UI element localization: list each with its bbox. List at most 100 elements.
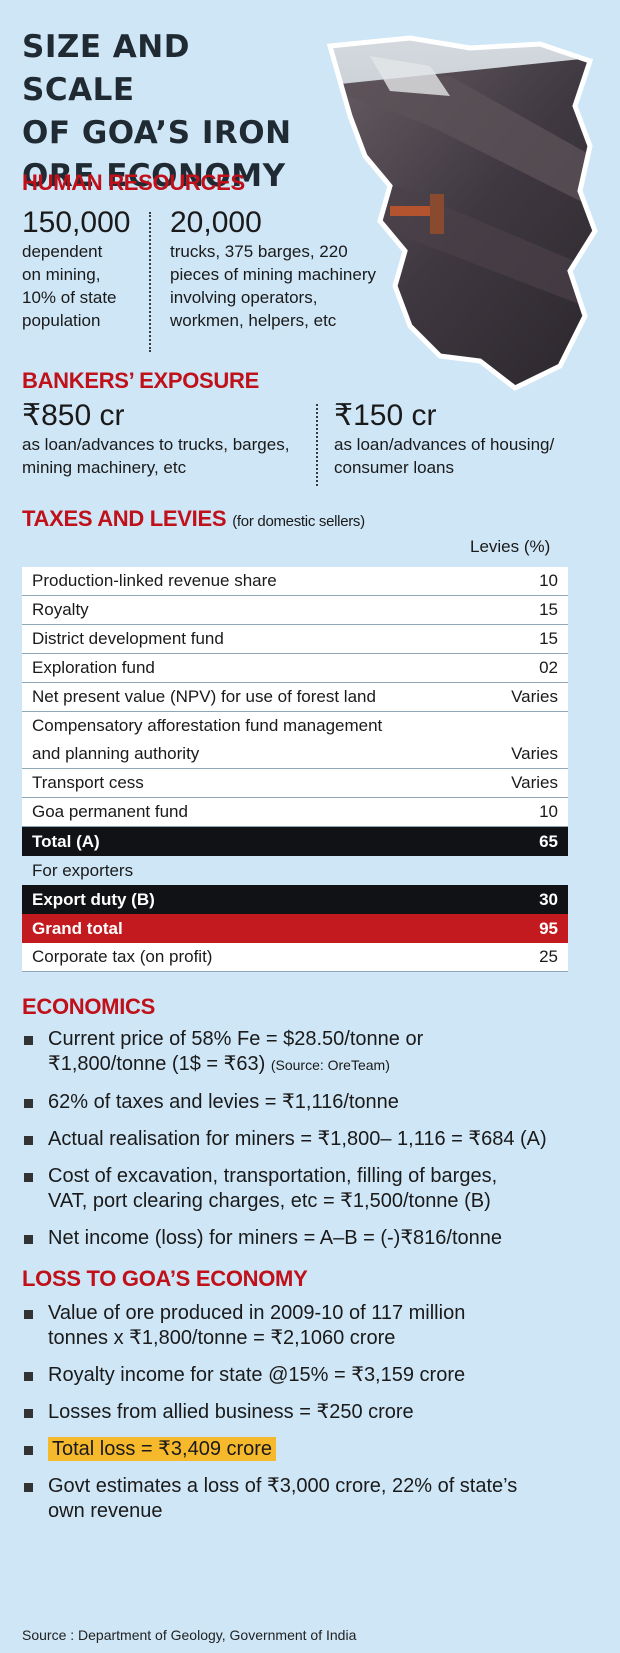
human-resources-heading: HUMAN RESOURCES <box>22 170 245 195</box>
loan-850-block: ₹850 cr as loan/advances to trucks, barg… <box>22 398 322 479</box>
table-row: District development fund 15 <box>22 625 568 654</box>
desc-line: 10% of state <box>22 288 117 307</box>
page-title: SIZE AND SCALE OF GOA’S IRON ORE ECONOMY <box>22 26 312 198</box>
loan-850-value: ₹850 cr <box>22 399 125 432</box>
total-row: Total (A) 65 <box>22 827 568 856</box>
dependents-value: 150,000 <box>22 206 131 239</box>
grand-total-row: Grand total 95 <box>22 914 568 943</box>
item-line: Current price of 58% Fe = $28.50/tonne o… <box>48 1028 424 1050</box>
row-label: District development fund <box>32 629 224 648</box>
grand-total-label: Grand total <box>32 919 123 938</box>
table-row: Production-linked revenue share 10 <box>22 567 568 596</box>
row-label-line: Compensatory afforestation fund manageme… <box>32 716 383 735</box>
row-label: Transport cess <box>32 773 144 792</box>
taxes-heading-text: TAXES AND LEVIES <box>22 506 227 531</box>
row-label-line: and planning authority <box>32 744 200 763</box>
row-label: Royalty <box>32 600 89 619</box>
corporate-tax-value: 25 <box>539 947 558 966</box>
table-row: Transport cess Varies <box>22 769 568 798</box>
desc-line: as loan/advances to trucks, barges, <box>22 435 290 454</box>
row-value: 15 <box>539 629 558 648</box>
total-loss-text: Total loss = ₹3,409 crore <box>48 1437 277 1461</box>
list-item: Current price of 58% Fe = $28.50/tonne o… <box>22 1027 592 1078</box>
desc-line: consumer loans <box>334 458 455 477</box>
row-label: Compensatory afforestation fund manageme… <box>32 712 382 768</box>
title-line: ORE ECONOMY <box>22 158 286 194</box>
list-item: Value of ore produced in 2009-10 of 117 … <box>22 1301 592 1351</box>
list-item: Cost of excavation, transportation, fill… <box>22 1164 592 1214</box>
desc-line: involving operators, <box>170 288 318 307</box>
taxes-subheading: (for domestic sellers) <box>232 513 365 530</box>
total-value: 65 <box>539 832 558 851</box>
row-value: Varies <box>511 744 558 763</box>
trucks-desc: trucks, 375 barges, 220 pieces of mining… <box>170 240 430 332</box>
loss-list: Value of ore produced in 2009-10 of 117 … <box>22 1301 592 1536</box>
desc-line: workmen, helpers, etc <box>170 311 337 330</box>
row-label: Net present value (NPV) for use of fores… <box>32 687 376 706</box>
bankers-exposure-heading: BANKERS’ EXPOSURE <box>22 368 259 393</box>
list-item: Losses from allied business = ₹250 crore <box>22 1400 592 1425</box>
row-value: 10 <box>539 802 558 821</box>
row-label: Exploration fund <box>32 658 155 677</box>
export-duty-value: 30 <box>539 890 558 909</box>
corporate-tax-label: Corporate tax (on profit) <box>32 947 213 966</box>
item-line: tonnes x ₹1,800/tonne = ₹2,1060 crore <box>48 1327 396 1349</box>
loan-150-value: ₹150 cr <box>334 399 437 432</box>
row-label: Production-linked revenue share <box>32 571 277 590</box>
item-line: Losses from allied business = ₹250 crore <box>48 1401 414 1423</box>
loan-150-desc: as loan/advances of housing/ consumer lo… <box>334 433 594 479</box>
total-label: Total (A) <box>32 832 100 851</box>
trucks-value: 20,000 <box>170 206 262 239</box>
desc-line: pieces of mining machinery <box>170 265 376 284</box>
loss-heading: LOSS TO GOA’S ECONOMY <box>22 1266 308 1291</box>
table-row: Goa permanent fund 10 <box>22 798 568 827</box>
item-line: Value of ore produced in 2009-10 of 117 … <box>48 1302 466 1324</box>
desc-line: trucks, 375 barges, 220 <box>170 242 348 261</box>
source-note: (Source: OreTeam) <box>270 1057 390 1073</box>
table-row: Exploration fund 02 <box>22 654 568 683</box>
dependents-desc: dependent on mining, 10% of state popula… <box>22 240 152 332</box>
list-item: Actual realisation for miners = ₹1,800– … <box>22 1127 592 1152</box>
item-line: Govt estimates a loss of ₹3,000 crore, 2… <box>48 1475 518 1497</box>
title-line: SIZE AND SCALE <box>22 29 190 108</box>
desc-line: dependent <box>22 242 103 261</box>
divider <box>149 212 151 352</box>
title-line: OF GOA’S IRON <box>22 115 292 151</box>
item-line: VAT, port clearing charges, etc = ₹1,500… <box>48 1190 491 1212</box>
table-row: Royalty 15 <box>22 596 568 625</box>
trucks-block: 20,000 trucks, 375 barges, 220 pieces of… <box>170 206 430 332</box>
exporters-row: For exporters <box>22 856 568 885</box>
desc-line: on mining, <box>22 265 101 284</box>
corporate-tax-row: Corporate tax (on profit) 25 <box>22 943 568 972</box>
item-line: Net income (loss) for miners = A–B = (-)… <box>48 1227 503 1249</box>
table-row: Compensatory afforestation fund manageme… <box>22 712 568 769</box>
item-line: ₹1,800/tonne (1$ = ₹63) <box>48 1053 266 1075</box>
desc-line: mining machinery, etc <box>22 458 187 477</box>
row-value: Varies <box>511 687 558 706</box>
levies-column-header: Levies (%) <box>470 537 551 556</box>
row-value: 10 <box>539 571 558 590</box>
dependents-block: 150,000 dependent on mining, 10% of stat… <box>22 206 152 332</box>
grand-total-value: 95 <box>539 919 558 938</box>
economics-list: Current price of 58% Fe = $28.50/tonne o… <box>22 1027 592 1263</box>
item-line: 62% of taxes and levies = ₹1,116/tonne <box>48 1091 399 1113</box>
list-item: Net income (loss) for miners = A–B = (-)… <box>22 1226 592 1251</box>
goa-map-photo <box>326 35 598 391</box>
economics-heading: ECONOMICS <box>22 994 155 1019</box>
export-duty-row: Export duty (B) 30 <box>22 885 568 914</box>
loan-850-desc: as loan/advances to trucks, barges, mini… <box>22 433 322 479</box>
divider <box>316 404 318 486</box>
exporters-label: For exporters <box>32 861 134 880</box>
desc-line: as loan/advances of housing/ <box>334 435 555 454</box>
list-item: Govt estimates a loss of ₹3,000 crore, 2… <box>22 1474 592 1524</box>
export-duty-label: Export duty (B) <box>32 890 155 909</box>
item-line: Actual realisation for miners = ₹1,800– … <box>48 1128 547 1150</box>
item-line: own revenue <box>48 1500 163 1522</box>
taxes-table: Production-linked revenue share 10 Royal… <box>22 567 568 972</box>
list-item: Royalty income for state @15% = ₹3,159 c… <box>22 1363 592 1388</box>
taxes-heading: TAXES AND LEVIES (for domestic sellers) <box>22 506 365 532</box>
table-row: Net present value (NPV) for use of fores… <box>22 683 568 712</box>
desc-line: population <box>22 311 101 330</box>
item-line: Cost of excavation, transportation, fill… <box>48 1165 498 1187</box>
row-label: Goa permanent fund <box>32 802 188 821</box>
